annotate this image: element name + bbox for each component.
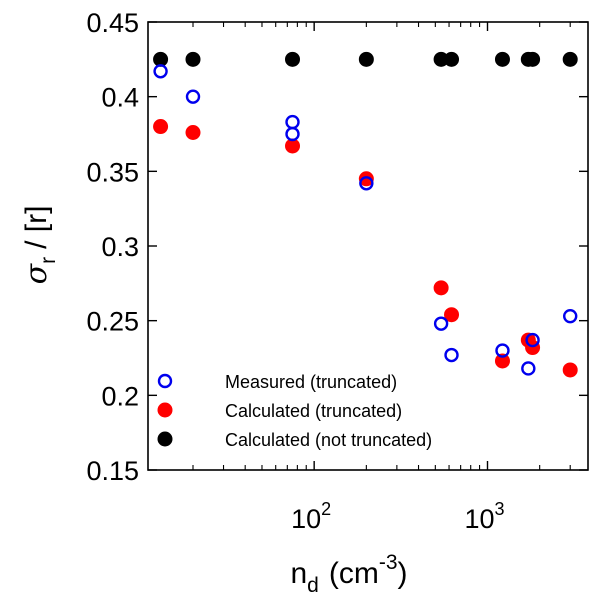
data-point-filled-circle [285, 138, 301, 154]
x-axis-title-units-sup: -3 [379, 551, 398, 574]
y-axis-title: σr / [r] [19, 206, 60, 285]
x-axis-title-n: n [290, 557, 307, 590]
data-point-filled-circle [444, 307, 460, 323]
data-point-filled-circle [358, 51, 374, 67]
data-points [153, 51, 578, 378]
data-point-filled-circle [525, 51, 541, 67]
x-tick-label: 103 [464, 499, 504, 534]
data-point-filled-circle [494, 353, 510, 369]
legend-marker [157, 431, 173, 447]
data-point-open-circle [495, 343, 510, 358]
legend-marker [157, 402, 173, 418]
x-axis-ticks: 102 103 [192, 22, 571, 534]
x-axis-title: nd (cm-3) [290, 551, 407, 596]
x-axis-title-units-close: ) [398, 557, 408, 590]
data-point-filled-circle [358, 171, 374, 187]
data-point-filled-circle [185, 125, 201, 141]
data-point-filled-circle [285, 51, 301, 67]
x-tick-label: 102 [291, 499, 331, 534]
x-tick-label-base: 10 [291, 504, 321, 534]
legend-label: Calculated (truncated) [225, 401, 402, 421]
data-point-filled-circle [153, 119, 169, 135]
y-tick-label: 0.4 [101, 83, 139, 113]
x-tick-label-base: 10 [464, 504, 494, 534]
data-point-filled-circle [562, 362, 578, 378]
data-point-open-circle [285, 126, 300, 142]
y-tick-label: 0.35 [86, 157, 139, 187]
y-axis-title-subscript: r [37, 257, 60, 264]
data-point-open-circle [153, 64, 168, 79]
data-point-filled-circle [444, 51, 460, 67]
x-tick-label-exponent: 2 [321, 499, 331, 519]
y-axis-title-rest: / [r] [20, 206, 53, 249]
data-point-open-circle [444, 347, 459, 363]
data-point-filled-circle [433, 51, 449, 67]
legend-marker [157, 373, 173, 389]
data-point-filled-circle [433, 280, 449, 296]
legend-label: Calculated (not truncated) [225, 430, 432, 450]
data-point-filled-circle [494, 51, 510, 67]
data-point-filled-circle [185, 51, 201, 67]
data-point-open-circle [433, 316, 449, 331]
x-axis-title-subscript: d [307, 574, 319, 596]
y-tick-label: 0.15 [86, 456, 139, 486]
legend: Measured (truncated) Calculated (truncate… [157, 372, 432, 450]
data-point-filled-circle [562, 51, 578, 67]
y-tick-label: 0.2 [101, 381, 139, 411]
data-point-open-circle [185, 89, 201, 104]
y-axis-ticks: 0.15 0.2 0.25 0.3 0.35 0.4 0.45 [86, 8, 588, 486]
y-tick-label: 0.45 [86, 8, 139, 38]
legend-label: Measured (truncated) [225, 372, 397, 392]
y-tick-label: 0.25 [86, 307, 139, 337]
x-tick-label-exponent: 3 [495, 499, 505, 519]
x-axis-title-units: (cm [329, 557, 379, 590]
data-point-open-circle [359, 176, 374, 191]
data-point-open-circle [521, 361, 536, 376]
data-point-open-circle [563, 308, 578, 324]
data-point-filled-circle [153, 51, 169, 67]
y-axis-title-sigma: σ [19, 262, 54, 284]
data-point-open-circle [525, 332, 540, 348]
y-tick-label: 0.3 [101, 232, 139, 262]
